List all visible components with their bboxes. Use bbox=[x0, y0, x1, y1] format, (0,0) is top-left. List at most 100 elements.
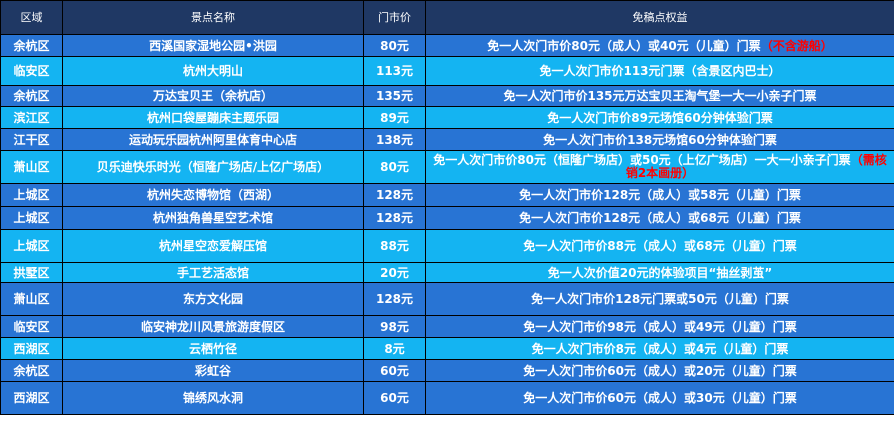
attraction-name-cell: 云栖竹径 bbox=[62, 337, 364, 360]
district-cell-text: 临安区 bbox=[13, 319, 50, 334]
district-cell: 临安区 bbox=[0, 56, 63, 86]
benefit-cell: 免一人次门市价89元场馆60分钟体验门票 bbox=[425, 106, 894, 129]
benefit-cell: 免一人次门市价128元（成人）或58元（儿童）门票 bbox=[425, 183, 894, 207]
price-cell: 60元 bbox=[363, 381, 426, 415]
price-cell: 128元 bbox=[363, 282, 426, 316]
attraction-name-cell-text: 贝乐迪快乐时光（恒隆广场店/上亿广场店） bbox=[96, 160, 330, 174]
attraction-name-cell-text: 杭州大明山 bbox=[182, 64, 243, 78]
price-cell: 60元 bbox=[363, 359, 426, 382]
table-row: 临安区 临安神龙川风景旅游度假区 98元 免一人次门市价98元（成人）或49元（儿童）… bbox=[0, 315, 894, 338]
district-cell-text: 上城区 bbox=[13, 211, 50, 225]
benefit-cell-text: 免一人次门市价98元（成人）或49元（儿童）门票 bbox=[523, 319, 797, 334]
district-cell-text: 余杭区 bbox=[13, 38, 50, 53]
district-cell: 西湖区 bbox=[0, 381, 63, 415]
district-cell-text: 上城区 bbox=[13, 188, 50, 202]
district-cell-text: 上城区 bbox=[13, 239, 50, 253]
attraction-name-cell: 东方文化园 bbox=[62, 282, 364, 316]
district-cell: 江干区 bbox=[0, 128, 63, 151]
header-row: 区域 景点名称 门市价 免稿点权益 bbox=[0, 0, 894, 35]
price-cell: 98元 bbox=[363, 315, 426, 338]
benefit-cell-text: 免一人次价值20元的体验项目“抽丝剥茧” bbox=[547, 265, 773, 280]
attractions-table: 区域 景点名称 门市价 免稿点权益 余杭区 西溪国家湿地公园•洪园 80元 免一人次门… bbox=[0, 0, 894, 415]
benefit-cell-text: 免一人次门市价128元门票或50元（儿童）门票 bbox=[531, 292, 789, 306]
header-attraction-name: 景点名称 bbox=[62, 0, 364, 35]
district-cell-text: 滨江区 bbox=[13, 110, 50, 125]
table-row: 萧山区 贝乐迪快乐时光（恒隆广场店/上亿广场店） 80元 免一人次门市价80元（恒隆广… bbox=[0, 150, 894, 184]
benefit-cell: 免一人次价值20元的体验项目“抽丝剥茧” bbox=[425, 262, 894, 283]
attraction-name-cell: 杭州独角兽星空艺术馆 bbox=[62, 206, 364, 230]
attraction-name-cell-text: 万达宝贝王（余杭店） bbox=[152, 89, 273, 103]
price-cell: 8元 bbox=[363, 337, 426, 360]
attraction-name-cell: 手工艺活态馆 bbox=[62, 262, 364, 283]
benefit-note: （不含游船） bbox=[760, 38, 833, 53]
benefit-cell-text: 免一人次门市价60元（成人）或30元（儿童）门票 bbox=[523, 391, 797, 405]
table-row: 余杭区 西溪国家湿地公园•洪园 80元 免一人次门市价80元（成人）或40元（儿童）门… bbox=[0, 34, 894, 57]
price-cell: 135元 bbox=[363, 85, 426, 107]
price-cell-text: 60元 bbox=[380, 391, 409, 405]
benefit-cell: 免一人次门市价8元（成人）或4元（儿童）门票 bbox=[425, 337, 894, 360]
price-cell-text: 113元 bbox=[375, 64, 414, 78]
table-row: 上城区 杭州失恋博物馆（西湖） 128元 免一人次门市价128元（成人）或58元（儿童… bbox=[0, 183, 894, 207]
table-row: 萧山区 东方文化园 128元 免一人次门市价128元门票或50元（儿童）门票 bbox=[0, 282, 894, 316]
table-row: 滨江区 杭州口袋屋蹦床主题乐园 89元 免一人次门市价89元场馆60分钟体验门票 bbox=[0, 106, 894, 129]
price-cell: 138元 bbox=[363, 128, 426, 151]
attraction-name-cell-text: 彩虹谷 bbox=[194, 363, 231, 378]
price-cell-text: 80元 bbox=[380, 160, 409, 174]
district-cell: 滨江区 bbox=[0, 106, 63, 129]
price-cell: 128元 bbox=[363, 206, 426, 230]
price-cell: 80元 bbox=[363, 34, 426, 57]
district-cell-text: 西湖区 bbox=[13, 391, 50, 405]
district-cell-text: 江干区 bbox=[13, 132, 50, 147]
attraction-name-cell: 彩虹谷 bbox=[62, 359, 364, 382]
benefit-cell-text: 免一人次门市价138元场馆60分钟体验门票 bbox=[543, 132, 777, 147]
benefit-cell: 免一人次门市价98元（成人）或49元（儿童）门票 bbox=[425, 315, 894, 338]
attraction-name-cell: 杭州星空恋爱解压馆 bbox=[62, 229, 364, 263]
price-cell-text: 98元 bbox=[380, 319, 409, 334]
attraction-name-cell-text: 手工艺活态馆 bbox=[176, 265, 249, 280]
price-cell-text: 135元 bbox=[375, 89, 414, 103]
price-cell-text: 88元 bbox=[380, 239, 409, 253]
price-cell: 128元 bbox=[363, 183, 426, 207]
price-cell: 88元 bbox=[363, 229, 426, 263]
district-cell-text: 萧山区 bbox=[13, 160, 50, 174]
benefit-cell: 免一人次门市价60元（成人）或30元（儿童）门票 bbox=[425, 381, 894, 415]
district-cell: 上城区 bbox=[0, 206, 63, 230]
benefit-cell-text: 免一人次门市价88元（成人）或68元（儿童）门票 bbox=[523, 239, 797, 253]
price-cell-text: 128元 bbox=[375, 188, 414, 202]
price-cell-text: 20元 bbox=[380, 265, 409, 280]
district-cell: 萧山区 bbox=[0, 282, 63, 316]
header-district: 区域 bbox=[0, 0, 63, 35]
price-cell-text: 80元 bbox=[380, 38, 409, 53]
price-cell: 20元 bbox=[363, 262, 426, 283]
price-cell-text: 128元 bbox=[375, 292, 414, 306]
benefit-cell: 免一人次门市价88元（成人）或68元（儿童）门票 bbox=[425, 229, 894, 263]
price-cell-text: 89元 bbox=[380, 110, 409, 125]
attraction-name-cell-text: 运动玩乐园杭州阿里体育中心店 bbox=[128, 132, 297, 147]
district-cell: 上城区 bbox=[0, 229, 63, 263]
district-cell-text: 余杭区 bbox=[13, 363, 50, 378]
district-cell: 萧山区 bbox=[0, 150, 63, 184]
benefit-cell-text: 免一人次门市价80元（恒隆广场店）或50元（上亿广场店）一大一小亲子门票 bbox=[433, 153, 851, 167]
benefit-cell: 免一人次门市价128元门票或50元（儿童）门票 bbox=[425, 282, 894, 316]
benefit-cell-text: 免一人次门市价60元（成人）或20元（儿童）门票 bbox=[523, 363, 797, 378]
attraction-name-cell: 杭州口袋屋蹦床主题乐园 bbox=[62, 106, 364, 129]
header-price: 门市价 bbox=[363, 0, 426, 35]
price-cell: 89元 bbox=[363, 106, 426, 129]
district-cell-text: 临安区 bbox=[13, 64, 50, 78]
district-cell-text: 拱墅区 bbox=[13, 265, 50, 280]
benefit-cell: 免一人次门市价138元场馆60分钟体验门票 bbox=[425, 128, 894, 151]
district-cell: 拱墅区 bbox=[0, 262, 63, 283]
benefit-cell: 免一人次门市价80元（恒隆广场店）或50元（上亿广场店）一大一小亲子门票（需核销… bbox=[425, 150, 894, 184]
attraction-name-cell: 运动玩乐园杭州阿里体育中心店 bbox=[62, 128, 364, 151]
attraction-name-cell-text: 西溪国家湿地公园•洪园 bbox=[149, 38, 277, 53]
price-cell-text: 60元 bbox=[380, 363, 409, 378]
attraction-name-cell: 锦绣风水洞 bbox=[62, 381, 364, 415]
header-benefit: 免稿点权益 bbox=[425, 0, 894, 35]
benefit-cell-text: 免一人次门市价89元场馆60分钟体验门票 bbox=[547, 110, 773, 125]
table-row: 上城区 杭州独角兽星空艺术馆 128元 免一人次门市价128元（成人）或68元（儿童）… bbox=[0, 206, 894, 230]
attraction-name-cell: 万达宝贝王（余杭店） bbox=[62, 85, 364, 107]
district-cell: 西湖区 bbox=[0, 337, 63, 360]
attraction-name-cell: 杭州大明山 bbox=[62, 56, 364, 86]
attraction-name-cell-text: 锦绣风水洞 bbox=[182, 391, 243, 405]
price-cell-text: 8元 bbox=[384, 341, 405, 356]
